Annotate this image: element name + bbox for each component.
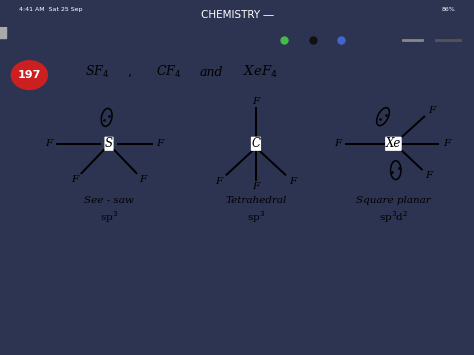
Text: F: F xyxy=(45,139,52,148)
Text: sp$^3$: sp$^3$ xyxy=(100,209,118,225)
Text: and: and xyxy=(199,66,223,78)
Text: sp$^3$: sp$^3$ xyxy=(247,209,265,225)
Text: CF$_4$: CF$_4$ xyxy=(155,64,181,80)
Text: F: F xyxy=(334,139,341,148)
Text: F: F xyxy=(215,177,223,186)
Text: F: F xyxy=(252,181,260,191)
Circle shape xyxy=(11,61,47,89)
Text: F: F xyxy=(425,171,433,180)
Text: ,: , xyxy=(128,66,132,78)
Text: Square planar: Square planar xyxy=(356,196,431,205)
Text: F: F xyxy=(252,97,260,106)
Text: F: F xyxy=(443,139,450,148)
Text: F: F xyxy=(428,106,435,115)
Text: CHEMISTRY ―: CHEMISTRY ― xyxy=(201,10,273,20)
Text: S: S xyxy=(105,137,113,150)
Text: F: F xyxy=(71,175,79,185)
Text: F: F xyxy=(139,175,147,185)
Text: sp$^3$d$^2$: sp$^3$d$^2$ xyxy=(379,209,408,225)
Text: F: F xyxy=(289,177,297,186)
Text: F: F xyxy=(156,139,164,148)
Text: Tetrahedral: Tetrahedral xyxy=(225,196,287,205)
Text: See - saw: See - saw xyxy=(84,196,134,205)
Text: XeF$_4$: XeF$_4$ xyxy=(243,64,278,80)
Text: 4:41 AM  Sat 25 Sep: 4:41 AM Sat 25 Sep xyxy=(19,7,82,12)
Text: C: C xyxy=(252,137,260,150)
Text: Xe: Xe xyxy=(386,137,401,150)
Text: SF$_4$: SF$_4$ xyxy=(85,64,109,80)
Text: 197: 197 xyxy=(18,70,41,80)
Text: 86%: 86% xyxy=(441,7,455,12)
